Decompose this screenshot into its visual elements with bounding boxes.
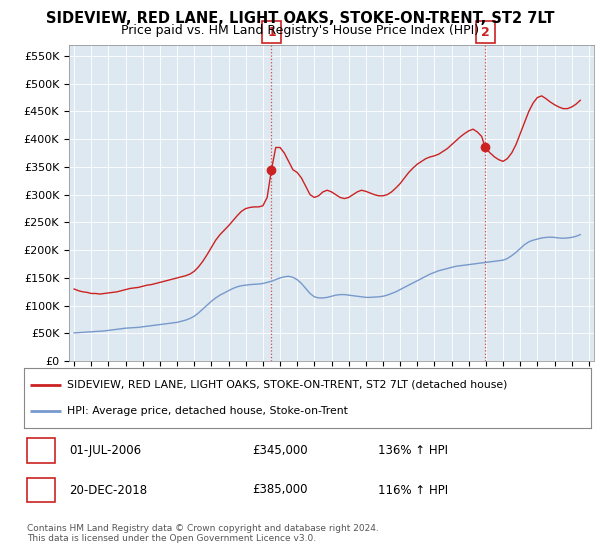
Text: 01-JUL-2006: 01-JUL-2006 bbox=[69, 444, 141, 458]
Text: SIDEVIEW, RED LANE, LIGHT OAKS, STOKE-ON-TRENT, ST2 7LT (detached house): SIDEVIEW, RED LANE, LIGHT OAKS, STOKE-ON… bbox=[67, 380, 507, 390]
Text: £385,000: £385,000 bbox=[252, 483, 308, 497]
Text: 1: 1 bbox=[267, 26, 276, 39]
Text: £345,000: £345,000 bbox=[252, 444, 308, 458]
Text: 2: 2 bbox=[37, 483, 45, 497]
Text: 116% ↑ HPI: 116% ↑ HPI bbox=[378, 483, 448, 497]
Text: 20-DEC-2018: 20-DEC-2018 bbox=[69, 483, 147, 497]
Text: 1: 1 bbox=[37, 444, 45, 458]
FancyBboxPatch shape bbox=[262, 21, 281, 43]
Text: SIDEVIEW, RED LANE, LIGHT OAKS, STOKE-ON-TRENT, ST2 7LT: SIDEVIEW, RED LANE, LIGHT OAKS, STOKE-ON… bbox=[46, 11, 554, 26]
Text: Contains HM Land Registry data © Crown copyright and database right 2024.
This d: Contains HM Land Registry data © Crown c… bbox=[27, 524, 379, 543]
Text: 136% ↑ HPI: 136% ↑ HPI bbox=[378, 444, 448, 458]
Text: 2: 2 bbox=[481, 26, 490, 39]
Text: HPI: Average price, detached house, Stoke-on-Trent: HPI: Average price, detached house, Stok… bbox=[67, 407, 347, 417]
FancyBboxPatch shape bbox=[476, 21, 494, 43]
Text: Price paid vs. HM Land Registry's House Price Index (HPI): Price paid vs. HM Land Registry's House … bbox=[121, 24, 479, 36]
